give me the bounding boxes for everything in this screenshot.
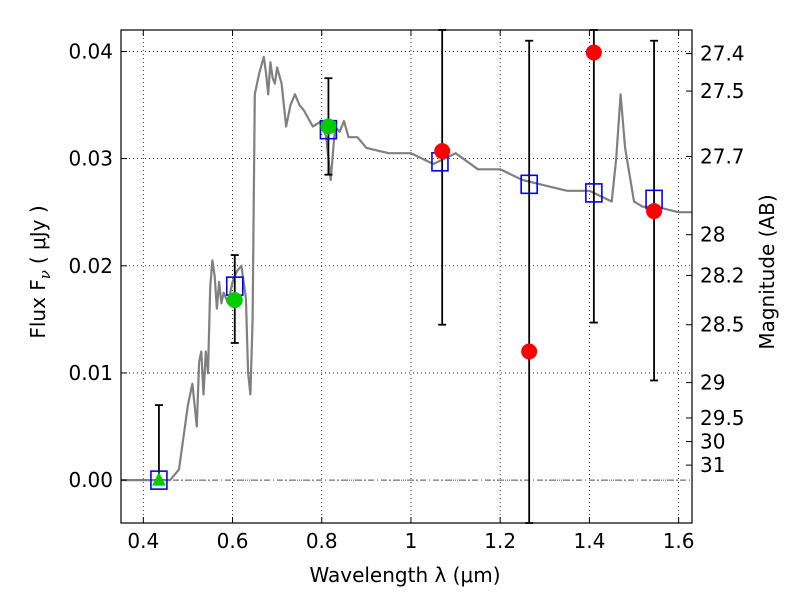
observed-green-point bbox=[226, 292, 243, 309]
observed-green-point bbox=[320, 118, 337, 135]
y-axis-label-group: Flux Fν( μJy ) bbox=[26, 205, 54, 338]
model-photometry-square bbox=[150, 470, 168, 490]
y2-tick-label: 27.5 bbox=[700, 79, 745, 103]
x-tick-label: 1.6 bbox=[663, 529, 695, 553]
model-photometry-square bbox=[520, 174, 538, 195]
observed-red-point bbox=[646, 203, 663, 220]
y2-tick-label: 30 bbox=[700, 430, 725, 454]
y2-tick-label: 31 bbox=[700, 453, 725, 477]
y2-tick-label: 28.5 bbox=[700, 313, 745, 337]
y-tick-label: 0.03 bbox=[68, 147, 113, 171]
y-tick-label: 0.04 bbox=[68, 39, 113, 63]
observed-red-point bbox=[521, 343, 538, 360]
x-tick-label: 0.6 bbox=[217, 529, 249, 553]
y2-tick-label: 29.5 bbox=[700, 406, 745, 430]
x-tick-label: 0.4 bbox=[127, 529, 159, 553]
y2-axis-label-group: Magnitude (AB) bbox=[755, 194, 779, 349]
model-photometry-square bbox=[585, 183, 603, 203]
x-tick-label: 1 bbox=[405, 529, 418, 553]
observed-red-point bbox=[585, 44, 602, 61]
x-tick-label: 0.8 bbox=[306, 529, 338, 553]
plot-frame bbox=[120, 29, 693, 524]
x-axis-label: Wavelength λ (μm) bbox=[309, 563, 500, 587]
y2-tick-label: 27.7 bbox=[700, 144, 745, 168]
observed-upper-limit-triangle bbox=[152, 472, 166, 486]
y2-tick-label: 28 bbox=[700, 223, 725, 247]
axis-ticks: 0.4 0.6 0.8 1 1.2 1.4 1.6 0.00 0.01 0.02 0.03 0.04 2… bbox=[68, 30, 745, 553]
plot-area bbox=[121, 29, 692, 524]
x-tick-label: 1.2 bbox=[484, 529, 516, 553]
x-tick-label: 1.4 bbox=[573, 529, 605, 553]
y2-tick-label: 29 bbox=[700, 371, 725, 395]
observed-red-point bbox=[434, 143, 451, 160]
y-tick-label: 0.00 bbox=[68, 468, 113, 492]
y2-tick-label: 27.4 bbox=[700, 42, 745, 66]
y-tick-label: 0.02 bbox=[68, 254, 113, 278]
y2-axis-label: Magnitude (AB) bbox=[755, 194, 779, 349]
y2-tick-label: 28.2 bbox=[700, 263, 745, 287]
y-tick-label: 0.01 bbox=[68, 361, 113, 385]
model-sed-line bbox=[121, 55, 692, 482]
y-axis-label: Flux Fν( μJy ) bbox=[26, 205, 54, 338]
